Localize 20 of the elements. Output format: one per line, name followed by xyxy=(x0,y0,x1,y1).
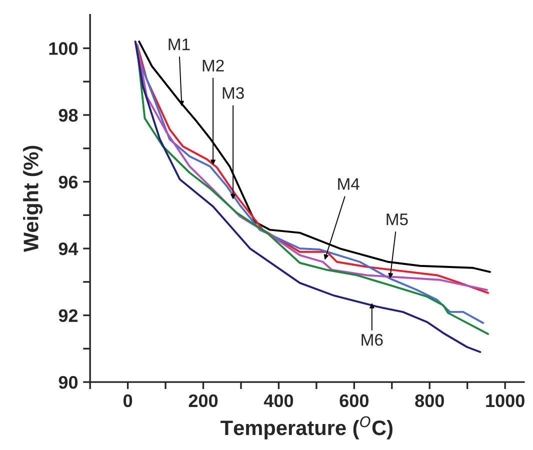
annotation: M2 xyxy=(202,60,224,72)
y-tick-label: 100 xyxy=(49,42,78,55)
x-tick-label: 600 xyxy=(340,394,368,408)
x-tick-label: 1000 xyxy=(486,394,524,408)
y-tick-label: 94 xyxy=(58,242,78,256)
y-axis-title: Weight (%) xyxy=(23,146,43,252)
x-tick-label: 800 xyxy=(415,394,444,408)
annotation: M6 xyxy=(362,334,383,346)
annotation: M3 xyxy=(222,87,244,99)
x-tick-label: 400 xyxy=(264,394,294,408)
annotation: M1 xyxy=(168,38,190,50)
y-tick-label: 90 xyxy=(58,376,78,389)
x-tick-label: 200 xyxy=(188,394,218,408)
annotation: M4 xyxy=(338,178,360,190)
annotation: M5 xyxy=(386,214,408,226)
y-tick-label: 92 xyxy=(58,309,78,322)
x-tick-label: 0 xyxy=(124,394,132,408)
y-tick-label: 96 xyxy=(58,176,78,188)
y-tick-label: 98 xyxy=(58,108,78,122)
x-axis-title: Temperature ($^{O}$C) xyxy=(220,416,392,440)
